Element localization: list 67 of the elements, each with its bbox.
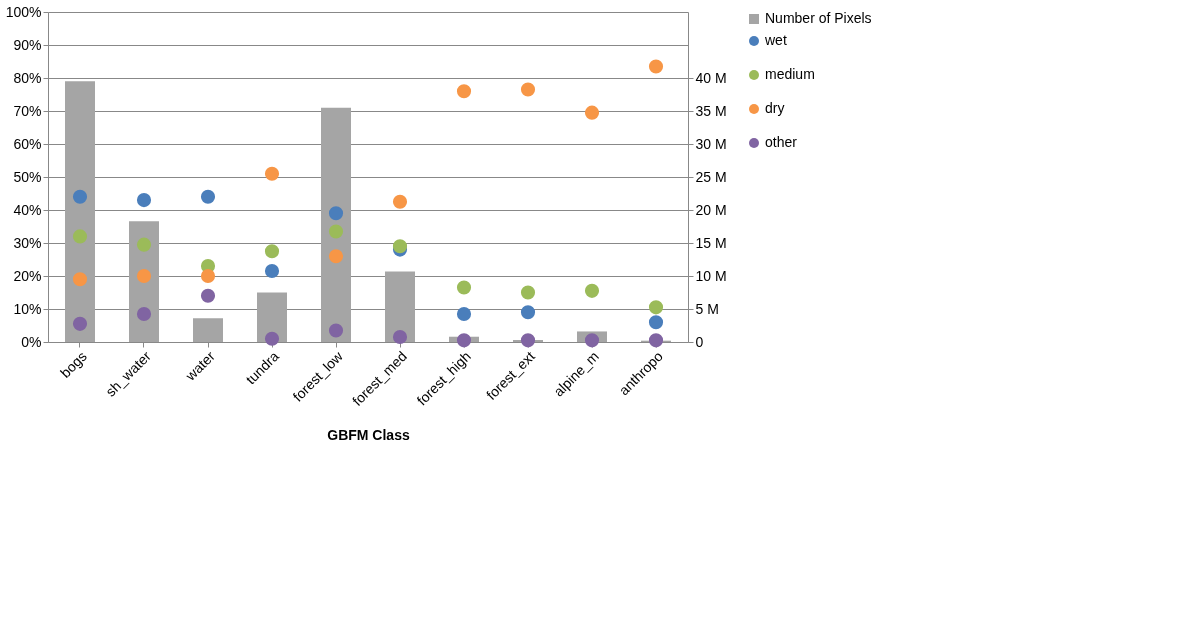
y2-tick-label: 25 M [695, 168, 727, 185]
point [456, 306, 472, 322]
bar [193, 318, 223, 342]
y-tick-label: 10% [13, 300, 42, 317]
point [264, 263, 280, 279]
legend-label: medium [765, 66, 815, 82]
bar [65, 81, 95, 342]
point [136, 268, 152, 284]
point [520, 333, 536, 348]
point [648, 300, 664, 315]
y2-tick-label: 20 M [695, 201, 727, 218]
point [584, 105, 600, 120]
point [200, 288, 216, 303]
y-tick-label: 50% [13, 168, 42, 185]
point [136, 237, 152, 252]
bar [257, 292, 287, 342]
point [264, 166, 280, 181]
y2-tick-label: 5 M [695, 300, 719, 317]
point [648, 315, 664, 330]
point [264, 331, 280, 346]
point [72, 272, 88, 287]
point [520, 82, 536, 97]
point [520, 305, 536, 320]
legend-label: Number of Pixels [765, 10, 872, 26]
y-tick-label: 60% [13, 135, 42, 152]
point [392, 194, 408, 209]
point [200, 268, 216, 284]
point [456, 84, 472, 99]
point [136, 193, 152, 208]
y-tick-label: 20% [13, 267, 42, 284]
y-tick-label: 0% [21, 333, 42, 350]
y2-tick-label: 40 M [695, 69, 727, 86]
point [328, 323, 344, 338]
y2-tick-label: 30 M [695, 135, 727, 152]
bar [321, 107, 351, 342]
legend-label: other [765, 134, 798, 150]
legend-label: wet [764, 32, 787, 48]
legend-label: dry [765, 100, 785, 116]
point [72, 229, 88, 244]
y-tick-label: 80% [13, 69, 42, 86]
bar [385, 271, 415, 342]
y-tick-label: 100% [5, 3, 42, 20]
y-tick-label: 30% [13, 234, 42, 251]
x-axis-title: GBFM Class [327, 426, 410, 443]
point [328, 249, 344, 264]
y-tick-label: 70% [13, 102, 42, 119]
y2-tick-label: 15 M [695, 234, 727, 251]
y2-tick-label: 0 [695, 333, 704, 350]
point [520, 285, 536, 300]
point [136, 306, 152, 322]
point [648, 59, 664, 74]
y-tick-label: 40% [13, 201, 42, 218]
point [328, 206, 344, 221]
point [264, 244, 280, 259]
point [648, 333, 664, 348]
point [328, 224, 344, 239]
point [456, 280, 472, 295]
point [456, 333, 472, 348]
point [584, 333, 600, 348]
point [72, 189, 88, 204]
y-tick-label: 90% [13, 36, 42, 53]
point [200, 189, 216, 204]
point [72, 316, 88, 331]
y2-tick-label: 35 M [695, 102, 727, 119]
point [392, 329, 408, 345]
point [584, 283, 600, 298]
y2-tick-label: 10 M [695, 267, 727, 284]
